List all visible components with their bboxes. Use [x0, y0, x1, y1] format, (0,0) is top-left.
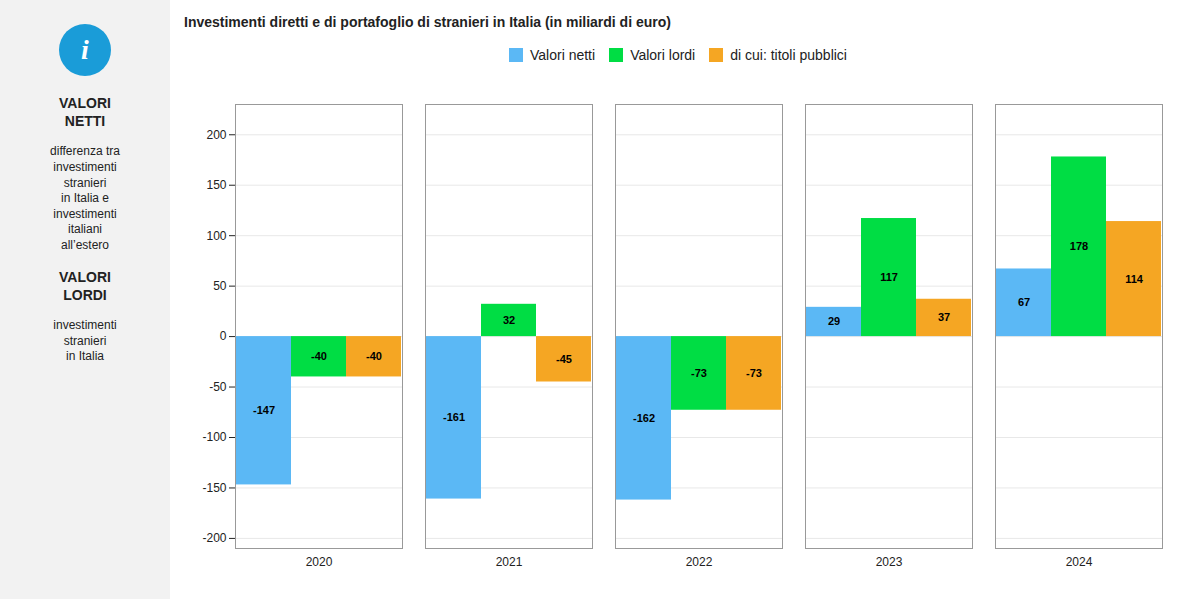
svg-text:-40: -40 — [366, 350, 382, 362]
svg-text:50: 50 — [213, 279, 227, 293]
svg-text:32: 32 — [503, 314, 515, 326]
svg-text:-45: -45 — [556, 353, 572, 365]
svg-text:2021: 2021 — [496, 555, 523, 569]
html-text:di cui: titoli pubblici: di cui: titoli pubblici — [730, 46, 847, 63]
svg-text:-162: -162 — [633, 412, 655, 424]
svg-text:2024: 2024 — [1066, 555, 1093, 569]
svg-text:29: 29 — [828, 315, 840, 327]
svg-text:-73: -73 — [691, 367, 707, 379]
svg-text:-147: -147 — [253, 404, 275, 416]
html-text:Valori lordi: Valori lordi — [630, 46, 696, 63]
svg-text:100: 100 — [206, 229, 226, 243]
svg-text:0: 0 — [220, 329, 227, 343]
html-text:differenza tra investimenti st: differenza tra investimenti stranieri in… — [50, 144, 120, 252]
svg-text:-150: -150 — [202, 481, 226, 495]
html-text:investimenti stranieri in Ital: investimenti stranieri in Italia — [53, 317, 117, 364]
svg-text:150: 150 — [206, 178, 226, 192]
svg-text:2022: 2022 — [686, 555, 713, 569]
svg-text:-161: -161 — [443, 411, 465, 423]
svg-text:-40: -40 — [311, 350, 327, 362]
svg-text:-100: -100 — [202, 430, 226, 444]
svg-text:2020: 2020 — [306, 555, 333, 569]
html-text:i: i — [81, 34, 89, 65]
html-text:Investimenti diretti e di port: Investimenti diretti e di portafoglio di… — [184, 14, 671, 30]
svg-text:114: 114 — [1125, 273, 1144, 285]
svg-text:-200: -200 — [202, 531, 226, 545]
svg-text:37: 37 — [938, 311, 950, 323]
html-text:VALORI LORDI: VALORI LORDI — [59, 268, 111, 303]
svg-text:-50: -50 — [209, 380, 227, 394]
html-text:Valori netti: Valori netti — [530, 46, 596, 63]
svg-text:178: 178 — [1070, 240, 1088, 252]
svg-text:67: 67 — [1018, 296, 1030, 308]
svg-text:2023: 2023 — [876, 555, 903, 569]
svg-text:117: 117 — [880, 271, 898, 283]
svg-text:-73: -73 — [746, 367, 762, 379]
html-text:VALORI NETTI: VALORI NETTI — [59, 95, 111, 130]
svg-text:200: 200 — [206, 128, 226, 142]
